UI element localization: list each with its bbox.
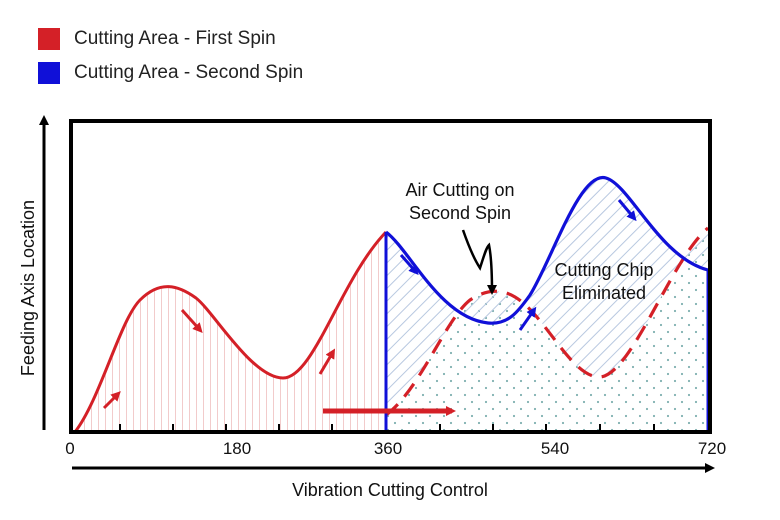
chip-eliminated-line-2: Eliminated xyxy=(562,283,646,303)
second-spin-curve xyxy=(385,176,709,325)
x-tick-label-720: 720 xyxy=(698,439,726,458)
air-cutting-line-2: Second Spin xyxy=(409,203,511,223)
first-spin-area xyxy=(75,232,386,432)
x-ticks xyxy=(119,424,655,432)
first-spin-curve xyxy=(73,230,388,433)
y-axis-label: Feeding Axis Location xyxy=(18,200,38,376)
arrow-blue-3 xyxy=(617,199,637,222)
air-cutting-line-1: Air Cutting on xyxy=(405,180,514,200)
legend-swatch-second-spin xyxy=(38,62,60,84)
arrow-red-1 xyxy=(102,391,121,410)
x-tick-label-540: 540 xyxy=(541,439,569,458)
second-spin-area xyxy=(386,177,708,415)
legend-label-first-spin: Cutting Area - First Spin xyxy=(74,28,276,49)
arrow-red-3 xyxy=(318,348,336,375)
legend-item-second-spin: Cutting Area - Second Spin xyxy=(38,62,303,84)
legend-label-second-spin: Cutting Area - Second Spin xyxy=(74,62,304,83)
x-tick-label-360: 360 xyxy=(374,439,402,458)
x-tick-label-180: 180 xyxy=(223,439,251,458)
air-cutting-pointer xyxy=(461,229,497,295)
arrow-blue-2 xyxy=(518,306,537,331)
x-axis-label: Vibration Cutting Control xyxy=(292,480,488,500)
plot-frame xyxy=(69,119,712,434)
arrow-red-2 xyxy=(180,308,203,333)
legend-item-first-spin: Cutting Area - First Spin xyxy=(38,28,276,50)
arrow-blue-1 xyxy=(399,254,419,275)
chip-eliminated-line-1: Cutting Chip xyxy=(554,260,653,280)
legend-swatch-first-spin xyxy=(38,28,60,50)
x-tick-label-0: 0 xyxy=(65,439,74,458)
